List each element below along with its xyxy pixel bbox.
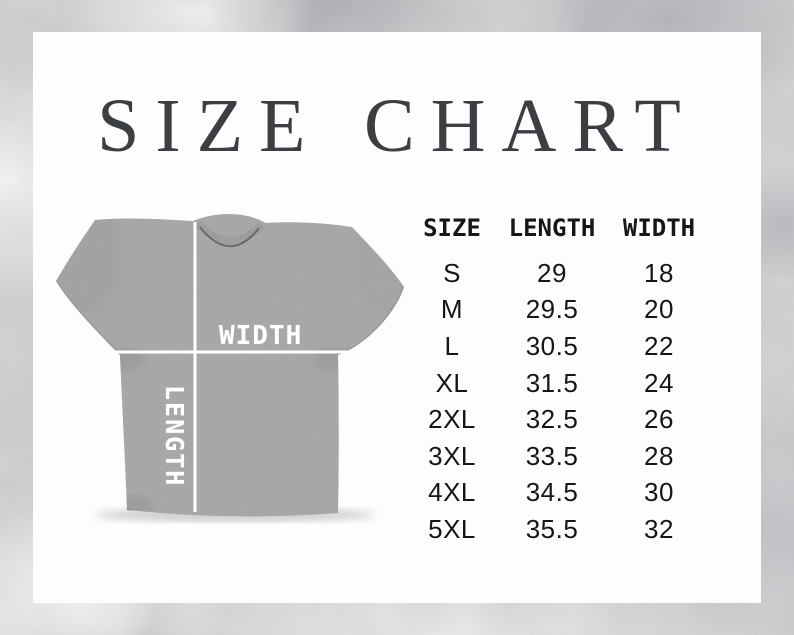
cell-length: 32.5 [525, 404, 579, 435]
cell-length: 33.5 [525, 440, 579, 471]
table-body: S 29 18 M 29.5 20 L 30.5 22 XL 31.5 24 2… [408, 255, 710, 548]
cell-length: 29.5 [525, 294, 579, 325]
cell-size: S [443, 257, 461, 288]
cell-width: 30 [644, 477, 674, 508]
table-row: 2XL 32.5 26 [408, 401, 710, 438]
header-length: LENGTH [508, 214, 596, 242]
size-table: SIZE LENGTH WIDTH S 29 18 M 29.5 20 L 30… [408, 212, 710, 548]
table-row: XL 31.5 24 [408, 365, 710, 402]
length-measure-label: LENGTH [160, 385, 189, 488]
page-title: SIZE CHART [97, 84, 697, 168]
cell-width: 26 [644, 404, 674, 435]
cell-width: 32 [644, 513, 674, 544]
tshirt-illustration: WIDTH LENGTH [50, 208, 412, 524]
cell-size: L [444, 330, 460, 361]
table-row: 3XL 33.5 28 [408, 438, 710, 475]
table-row: 5XL 35.5 32 [408, 511, 710, 548]
cell-size: M [440, 294, 464, 325]
table-header-row: SIZE LENGTH WIDTH [408, 212, 710, 244]
cell-width: 20 [644, 294, 674, 325]
cell-size: 5XL [428, 513, 476, 544]
cell-size: 3XL [428, 440, 476, 471]
cell-width: 22 [644, 330, 674, 361]
cell-size: 4XL [428, 477, 476, 508]
cell-length: 31.5 [525, 367, 579, 398]
header-width: WIDTH [622, 214, 696, 242]
cell-width: 28 [644, 440, 674, 471]
cell-size: 2XL [428, 404, 476, 435]
table-row: M 29.5 20 [408, 292, 710, 329]
header-size: SIZE [423, 214, 481, 242]
collar-seam [199, 226, 260, 248]
table-row: S 29 18 [408, 255, 710, 292]
table-row: L 30.5 22 [408, 328, 710, 365]
cell-length: 35.5 [525, 513, 579, 544]
cell-width: 24 [644, 367, 674, 398]
cell-length: 29 [537, 257, 567, 288]
cell-width: 18 [644, 257, 674, 288]
width-measure-label: WIDTH [219, 321, 303, 351]
tshirt-graphic [56, 214, 404, 522]
table-row: 4XL 34.5 30 [408, 475, 710, 512]
cell-size: XL [435, 367, 469, 398]
cell-length: 30.5 [525, 330, 579, 361]
cell-length: 34.5 [525, 477, 579, 508]
